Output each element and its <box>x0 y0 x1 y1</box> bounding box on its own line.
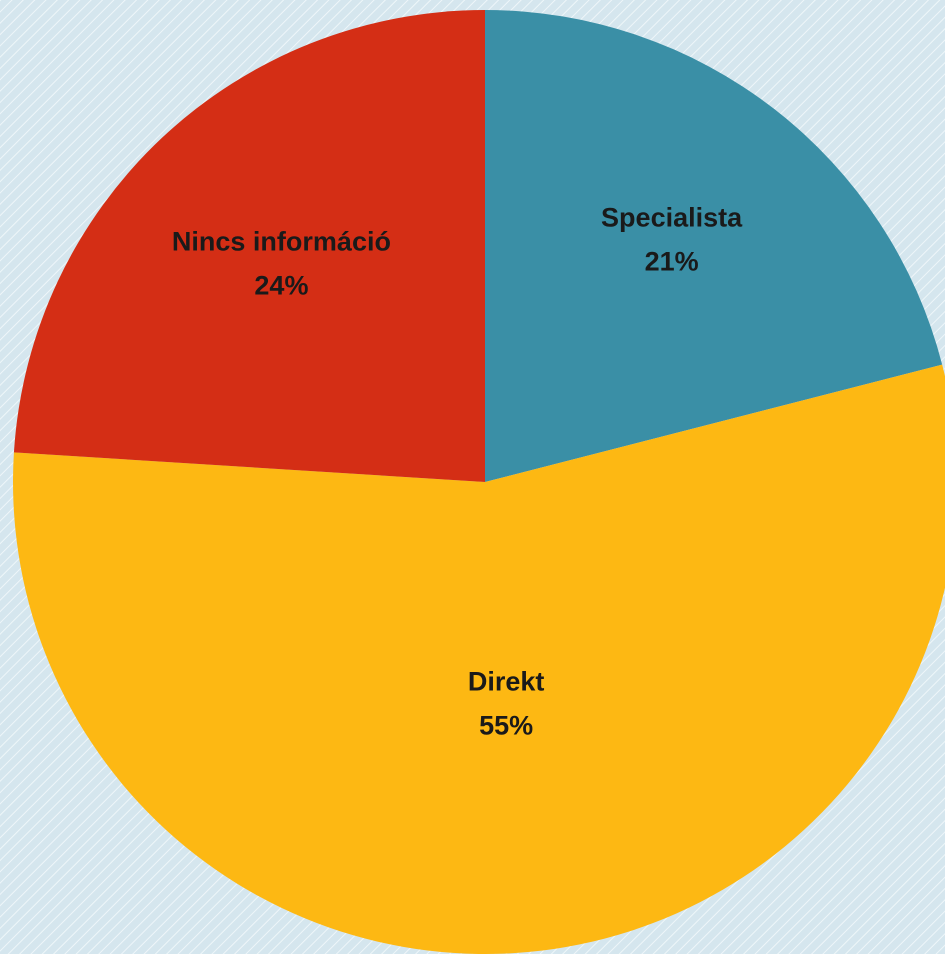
pie-slice <box>485 10 943 482</box>
slice-label: Nincs információ <box>172 226 391 256</box>
pie-slice <box>13 364 945 954</box>
slice-label: Direkt <box>468 666 545 696</box>
slice-value-label: 21% <box>645 247 699 277</box>
slice-value-label: 55% <box>479 710 533 740</box>
slice-value-label: 24% <box>254 270 308 300</box>
pie-slice <box>13 10 485 482</box>
slice-label: Specialista <box>601 203 743 233</box>
